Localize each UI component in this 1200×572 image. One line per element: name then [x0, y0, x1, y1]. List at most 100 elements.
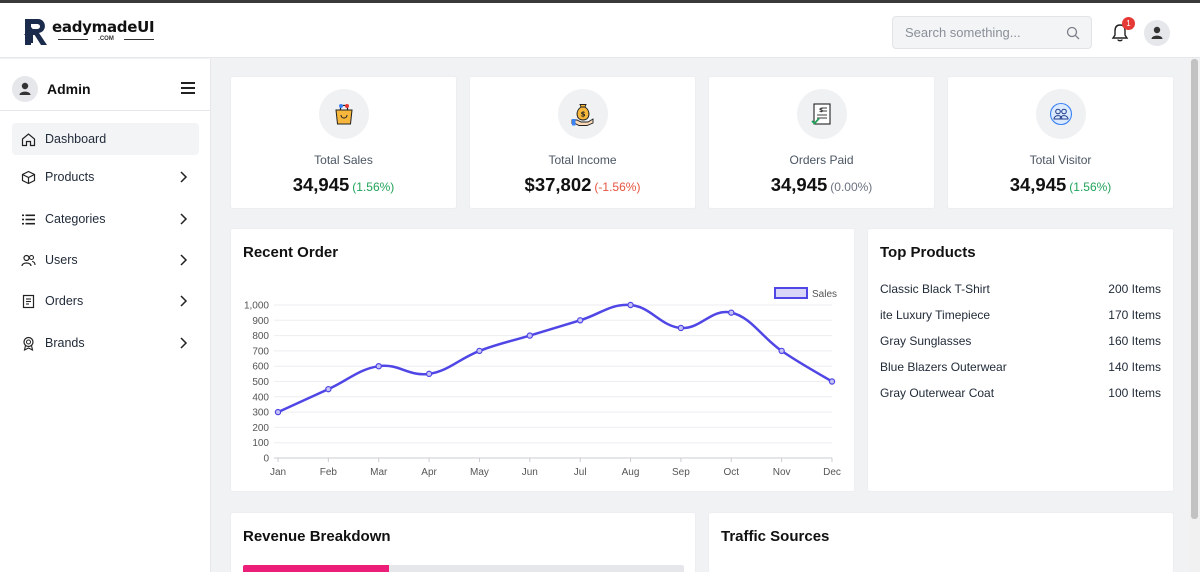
stat-card-total-sales: Total Sales 34,945 (1.56%)	[230, 76, 457, 209]
sales-series-line	[277, 303, 833, 414]
data-point	[526, 332, 534, 339]
page-scrollbar[interactable]	[1189, 59, 1200, 572]
stat-value-row: $37,802 (-1.56%)	[470, 174, 695, 196]
sidebar: Admin Dashboard Products Categories	[0, 59, 211, 572]
y-tick-label: 300	[252, 408, 269, 419]
list-item[interactable]: ite Luxury Timepiece 170 Items	[880, 308, 1161, 326]
product-count: 100 Items	[1108, 386, 1161, 400]
brand-suffix: .COM	[58, 36, 154, 42]
user-icon	[1151, 26, 1163, 39]
revenue-progress-bar	[243, 565, 684, 572]
svg-text:$: $	[819, 107, 823, 114]
sidebar-title: Admin	[47, 81, 91, 97]
sidebar-item-dashboard[interactable]: Dashboard	[12, 123, 199, 155]
chevron-right-icon	[180, 337, 188, 349]
x-tick-label: Aug	[622, 467, 640, 478]
product-count: 170 Items	[1108, 308, 1161, 322]
data-point	[728, 309, 735, 316]
svg-text:$: $	[580, 111, 585, 119]
y-tick-label: 200	[252, 423, 269, 434]
data-point	[778, 347, 785, 355]
stat-value: 34,945	[770, 174, 828, 195]
y-tick-label: 600	[252, 362, 269, 373]
product-name: ite Luxury Timepiece	[880, 308, 991, 322]
data-point	[325, 385, 332, 393]
y-tick-label: 500	[252, 377, 269, 388]
brand-logo[interactable]: eadymadeUI .COM	[22, 15, 155, 49]
sidebar-item-users[interactable]: Users	[12, 244, 199, 276]
menu-icon[interactable]	[181, 82, 195, 94]
stat-change: (-1.56%)	[594, 180, 641, 194]
top-bar: eadymadeUI .COM 1	[0, 0, 1200, 58]
sidebar-item-label: Brands	[45, 336, 85, 350]
legend-label: Sales	[812, 289, 837, 300]
sidebar-item-products[interactable]: Products	[12, 161, 199, 193]
list-icon	[22, 214, 35, 225]
chevron-right-icon	[180, 295, 188, 307]
x-tick-label: Jan	[270, 467, 286, 478]
product-name: Classic Black T-Shirt	[880, 282, 990, 296]
x-tick-label: May	[470, 467, 489, 478]
users-icon	[21, 254, 36, 267]
list-item[interactable]: Blue Blazers Outerwear 140 Items	[880, 360, 1161, 378]
search-box	[892, 16, 1092, 49]
recent-order-card: Recent Order 0 100 200 300 400 500 600 700 800 90…	[230, 228, 855, 492]
data-point	[627, 301, 634, 309]
search-input[interactable]	[893, 17, 1058, 48]
sales-line-chart: 0 100 200 300 400 500 600 700 800 900 1,000 Jan Feb M…	[244, 287, 841, 478]
y-tick-label: 1,000	[244, 301, 269, 312]
product-name: Gray Sunglasses	[880, 334, 972, 348]
stat-value: $37,802	[524, 174, 592, 195]
data-point	[476, 347, 483, 355]
stat-icon-wrap: $	[557, 89, 608, 139]
stat-card-orders-paid: $ Orders Paid 34,945 (0.00%)	[708, 76, 935, 209]
search-icon[interactable]	[1066, 26, 1080, 40]
y-tick-label: 900	[252, 316, 269, 327]
chevron-right-icon	[180, 254, 188, 266]
y-tick-label: 700	[252, 346, 269, 357]
user-icon	[19, 82, 31, 95]
product-count: 160 Items	[1108, 334, 1161, 348]
data-point	[677, 324, 685, 332]
stat-value-row: 34,945 (0.00%)	[709, 174, 934, 196]
notification-badge: 1	[1122, 17, 1135, 30]
top-products-card: Top Products Classic Black T-Shirt 200 I…	[867, 228, 1174, 492]
money-bag-icon: $	[571, 104, 593, 126]
card-title: Traffic Sources	[721, 528, 830, 545]
shopping-bag-icon	[334, 104, 353, 125]
y-tick-label: 400	[252, 392, 269, 403]
list-item[interactable]: Classic Black T-Shirt 200 Items	[880, 282, 1161, 300]
stat-value: 34,945	[1009, 174, 1067, 195]
stat-value-row: 34,945 (1.56%)	[231, 174, 456, 196]
visitors-icon	[1049, 102, 1072, 126]
data-point	[828, 378, 836, 385]
chevron-right-icon	[180, 171, 188, 183]
legend-swatch	[774, 287, 808, 299]
invoice-icon: $	[810, 103, 831, 125]
sidebar-item-orders[interactable]: Orders	[12, 285, 199, 317]
scrollbar-thumb[interactable]	[1191, 59, 1198, 519]
traffic-sources-card: Traffic Sources	[708, 512, 1174, 572]
card-title: Recent Order	[243, 244, 339, 261]
stat-icon-wrap	[1035, 89, 1086, 139]
sidebar-item-label: Orders	[45, 294, 84, 308]
data-point	[425, 370, 433, 378]
logo-mark-icon	[24, 19, 47, 45]
stat-label: Total Sales	[314, 153, 373, 167]
y-tick-label: 100	[252, 438, 269, 449]
home-icon	[21, 133, 36, 147]
sidebar-item-brands[interactable]: Brands	[12, 327, 199, 359]
stat-label: Orders Paid	[789, 153, 854, 167]
sidebar-header: Admin	[0, 59, 211, 111]
stat-change: (0.00%)	[830, 180, 873, 194]
list-item[interactable]: Gray Outerwear Coat 100 Items	[880, 386, 1161, 404]
stat-change: (1.56%)	[352, 180, 395, 194]
sidebar-item-categories[interactable]: Categories	[12, 203, 199, 235]
sidebar-item-label: Users	[45, 253, 78, 267]
product-count: 140 Items	[1108, 360, 1161, 374]
x-tick-label: Feb	[320, 467, 338, 478]
user-avatar[interactable]	[1144, 20, 1170, 46]
y-tick-label: 0	[263, 454, 269, 465]
list-item[interactable]: Gray Sunglasses 160 Items	[880, 334, 1161, 352]
sidebar-item-label: Products	[45, 170, 95, 184]
